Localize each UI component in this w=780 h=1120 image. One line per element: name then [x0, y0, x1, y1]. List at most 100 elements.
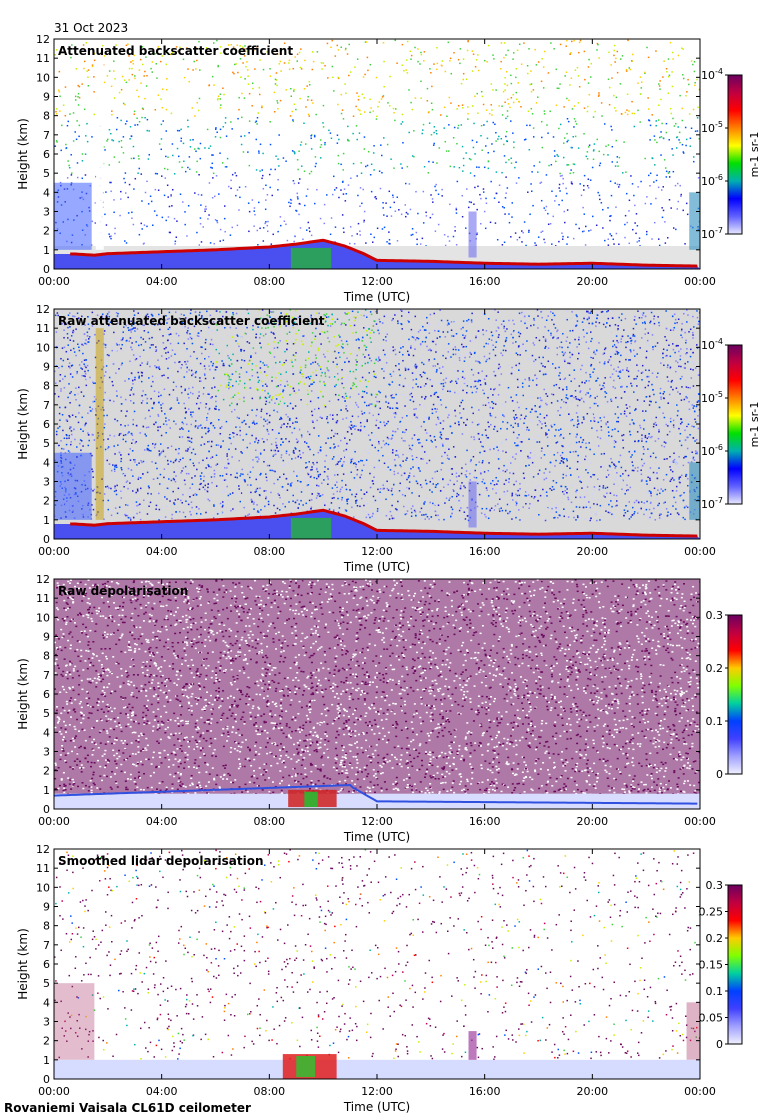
- y-tick-label: 9: [43, 361, 50, 374]
- colorbar-unit: m-1 sr-1: [748, 132, 761, 178]
- y-tick-label: 4: [43, 456, 50, 469]
- y-tick-label: 0: [43, 533, 50, 546]
- colorbar-tick-label: 10-5: [701, 390, 723, 405]
- x-tick-label: 00:00: [684, 815, 716, 828]
- y-tick-label: 2: [43, 225, 50, 238]
- y-tick-label: 11: [36, 322, 50, 335]
- panel-title: Raw attenuated backscatter coefficient: [58, 314, 325, 328]
- chart-panel-4: Smoothed lidar depolarisation01234567891…: [16, 843, 743, 1114]
- x-tick-label: 16:00: [469, 545, 501, 558]
- y-tick-label: 5: [43, 977, 50, 990]
- y-tick-label: 10: [36, 611, 50, 624]
- y-tick-label: 4: [43, 186, 50, 199]
- y-tick-label: 5: [43, 707, 50, 720]
- y-tick-label: 10: [36, 341, 50, 354]
- colorbar-tick-label: 10-5: [701, 120, 723, 135]
- y-tick-label: 8: [43, 380, 50, 393]
- colorbar-tick-label: 10-6: [701, 443, 723, 458]
- colorbar: [727, 344, 743, 505]
- colorbar-tick-label: 10-4: [701, 337, 723, 352]
- panel-title: Raw depolarisation: [58, 584, 188, 598]
- x-tick-label: 00:00: [38, 815, 70, 828]
- heatmap-field: [54, 309, 700, 539]
- x-tick-label: 04:00: [146, 1085, 178, 1098]
- y-tick-label: 9: [43, 631, 50, 644]
- boundary-layer: [54, 510, 700, 539]
- plot-background: [54, 849, 700, 1079]
- y-tick-label: 12: [36, 33, 50, 46]
- colorbar-unit: m-1 sr-1: [748, 402, 761, 448]
- plot-background: [54, 309, 700, 539]
- y-tick-label: 0: [43, 1073, 50, 1086]
- y-tick-label: 8: [43, 110, 50, 123]
- colorbar: [727, 884, 743, 1045]
- colorbar: [727, 74, 743, 235]
- y-tick-label: 2: [43, 1035, 50, 1048]
- depol-layer-line: [54, 784, 698, 805]
- y-axis-label: Height (km): [16, 118, 30, 189]
- heatmap-field: [54, 579, 700, 809]
- x-tick-label: 04:00: [146, 545, 178, 558]
- x-tick-label: 12:00: [361, 275, 393, 288]
- panel-title: Smoothed lidar depolarisation: [58, 854, 264, 868]
- colorbar-tick-label: 10-4: [701, 67, 723, 82]
- x-tick-label: 04:00: [146, 815, 178, 828]
- cloud-base-line: [70, 508, 698, 538]
- y-axis-label: Height (km): [16, 658, 30, 729]
- y-tick-label: 3: [43, 206, 50, 219]
- y-tick-label: 1: [43, 784, 50, 797]
- y-tick-label: 11: [36, 592, 50, 605]
- y-tick-label: 7: [43, 939, 50, 952]
- y-tick-label: 4: [43, 726, 50, 739]
- x-axis-label: Time (UTC): [343, 560, 410, 574]
- y-tick-label: 1: [43, 244, 50, 257]
- y-tick-label: 9: [43, 91, 50, 104]
- y-tick-label: 11: [36, 862, 50, 875]
- x-tick-label: 04:00: [146, 275, 178, 288]
- y-tick-label: 6: [43, 418, 50, 431]
- y-tick-label: 6: [43, 958, 50, 971]
- chart-panel-2: Raw attenuated backscatter coefficient 0 1…: [16, 303, 761, 574]
- x-tick-label: 00:00: [684, 545, 716, 558]
- x-tick-label: 16:00: [469, 275, 501, 288]
- heatmap-field: [54, 39, 700, 269]
- y-tick-label: 1: [43, 1054, 50, 1067]
- x-tick-label: 20:00: [576, 545, 608, 558]
- x-tick-label: 12:00: [361, 1085, 393, 1098]
- x-axis-label: Time (UTC): [343, 830, 410, 844]
- y-tick-label: 7: [43, 399, 50, 412]
- colorbar-tick-label: 0.15: [699, 959, 724, 972]
- y-tick-label: 12: [36, 303, 50, 316]
- x-tick-label: 00:00: [38, 275, 70, 288]
- date-label: 31 Oct 2023: [54, 21, 129, 35]
- colorbar-tick-label: 0: [716, 1038, 723, 1051]
- y-tick-label: 1: [43, 514, 50, 527]
- x-tick-label: 16:00: [469, 1085, 501, 1098]
- x-tick-label: 08:00: [253, 545, 285, 558]
- colorbar-tick-label: 0.1: [706, 715, 724, 728]
- x-tick-label: 08:00: [253, 275, 285, 288]
- x-axis-label: Time (UTC): [343, 290, 410, 304]
- colorbar-tick-label: 0.3: [706, 609, 724, 622]
- x-tick-label: 16:00: [469, 815, 501, 828]
- y-tick-label: 12: [36, 573, 50, 586]
- x-tick-label: 20:00: [576, 815, 608, 828]
- colorbar-tick-label: 10-7: [701, 226, 723, 241]
- y-tick-label: 8: [43, 920, 50, 933]
- x-axis-label: Time (UTC): [343, 1100, 410, 1114]
- y-tick-label: 5: [43, 437, 50, 450]
- cloud-base-line: [70, 238, 698, 268]
- y-tick-label: 3: [43, 476, 50, 489]
- x-tick-label: 20:00: [576, 1085, 608, 1098]
- y-tick-label: 2: [43, 495, 50, 508]
- y-tick-label: 2: [43, 765, 50, 778]
- y-tick-label: 11: [36, 52, 50, 65]
- y-tick-label: 7: [43, 669, 50, 682]
- y-tick-label: 8: [43, 650, 50, 663]
- colorbar-tick-label: 0: [716, 768, 723, 781]
- colorbar: [727, 614, 743, 775]
- y-tick-label: 6: [43, 688, 50, 701]
- y-tick-label: 0: [43, 263, 50, 276]
- x-tick-label: 20:00: [576, 275, 608, 288]
